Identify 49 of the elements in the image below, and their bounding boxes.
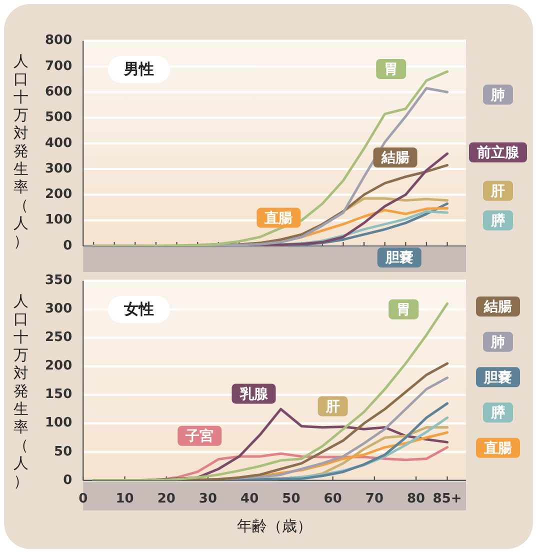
series-label: 子宮 (184, 428, 214, 445)
text: 膵 (490, 405, 505, 422)
y-tick-label: 200 (44, 187, 72, 202)
text: 女性 (108, 296, 170, 323)
x-tick-label: 20 (157, 492, 176, 507)
x-tick-label: 50 (282, 492, 300, 507)
text: 人口十万対発生率（人） (14, 292, 28, 490)
y-tick-label: 400 (44, 136, 72, 151)
y-tick-label: 250 (44, 330, 72, 346)
x-axis-title: 年齢（歳） (237, 516, 312, 535)
text: 肺 (490, 334, 505, 350)
y-tick-label: 200 (44, 358, 72, 374)
y-tick-label: 100 (44, 416, 72, 431)
y-tick-label: 800 (44, 33, 72, 48)
text: 肺 (490, 87, 505, 104)
x-tick-label: 80 (407, 492, 426, 507)
text: 男性 (108, 56, 170, 83)
text: 肝 (490, 183, 505, 200)
x-tick-label: 60 (324, 492, 342, 507)
y-tick-label: 50 (54, 444, 72, 460)
y-tick-label: 600 (44, 84, 72, 100)
x-tick-label: 0 (78, 492, 88, 507)
series-label: 直腸 (264, 210, 293, 226)
text: 直腸 (483, 440, 512, 457)
y-tick-label: 150 (44, 387, 72, 402)
text: 胆嚢 (483, 370, 512, 386)
text: 人口十万対発生率（人） (14, 52, 28, 250)
y-tick-label: 0 (63, 472, 72, 488)
series-label: 結腸 (380, 150, 410, 166)
text: 膵 (490, 212, 505, 229)
series-label: 乳腺 (238, 386, 269, 402)
y-tick-label: 0 (63, 238, 72, 254)
text: 肝 (324, 398, 340, 415)
y-tick-label: 300 (44, 161, 72, 176)
y-tick-label: 100 (44, 212, 72, 228)
series-label: 胃 (396, 302, 411, 318)
x-tick-label: 30 (198, 492, 218, 507)
text: 前立腺 (476, 144, 520, 162)
y-tick-label: 300 (44, 302, 72, 317)
series-label: 胆嚢 (384, 250, 414, 266)
x-tick-label: 70 (365, 492, 384, 507)
x-tick-label: 40 (240, 492, 259, 507)
y-tick-label: 350 (44, 273, 72, 288)
series-label: 胃 (384, 62, 398, 78)
x-tick-label: 10 (116, 492, 134, 507)
y-tick-label: 700 (44, 58, 72, 74)
x-tick-label: 85+ (432, 492, 462, 507)
y-tick-label: 500 (44, 110, 72, 126)
text: 結腸 (483, 299, 512, 316)
